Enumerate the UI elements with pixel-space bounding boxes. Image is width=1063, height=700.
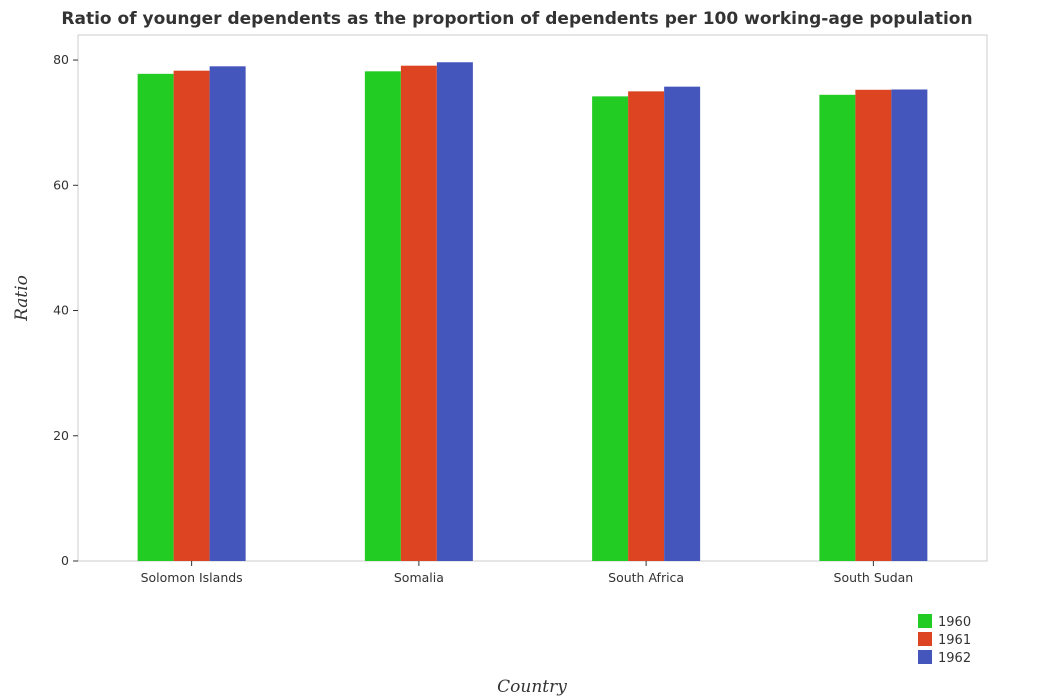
bar-1962 [436,62,473,561]
y-axis-label: Ratio [12,275,32,322]
bar-1960 [819,94,856,561]
bar-1961 [173,70,210,561]
y-tick-label: 40 [53,303,69,318]
bar-1961 [400,65,437,561]
y-tick-label: 20 [53,428,69,443]
x-axis-label: Country [497,677,567,697]
bars [137,62,928,562]
legend: 1960 1961 1962 [918,614,971,666]
y-axis: 0 20 40 60 80 [53,52,78,568]
bar-1960 [592,96,629,561]
y-tick-label: 80 [53,52,69,67]
legend-label: 1960 [938,615,971,630]
bar-1961 [855,89,892,562]
legend-label: 1961 [938,633,971,648]
bar-1960 [137,73,174,562]
legend-swatch [918,650,932,664]
x-tick-label: Solomon Islands [141,570,243,585]
bar-1962 [209,66,246,562]
bar-1960 [364,71,401,562]
y-tick-label: 60 [53,177,69,192]
bar-1962 [891,89,928,561]
x-axis: Solomon Islands Somalia South Africa South … [141,561,914,585]
legend-swatch [918,632,932,646]
x-tick-label: South Sudan [834,570,914,585]
legend-label: 1962 [938,651,971,666]
legend-swatch [918,614,932,628]
chart-title: Ratio of younger dependents as the propo… [61,9,972,29]
x-tick-label: South Africa [608,570,684,585]
y-tick-label: 0 [61,553,69,568]
bar-1962 [664,86,701,562]
bar-1961 [628,91,665,561]
x-tick-label: Somalia [394,570,444,585]
